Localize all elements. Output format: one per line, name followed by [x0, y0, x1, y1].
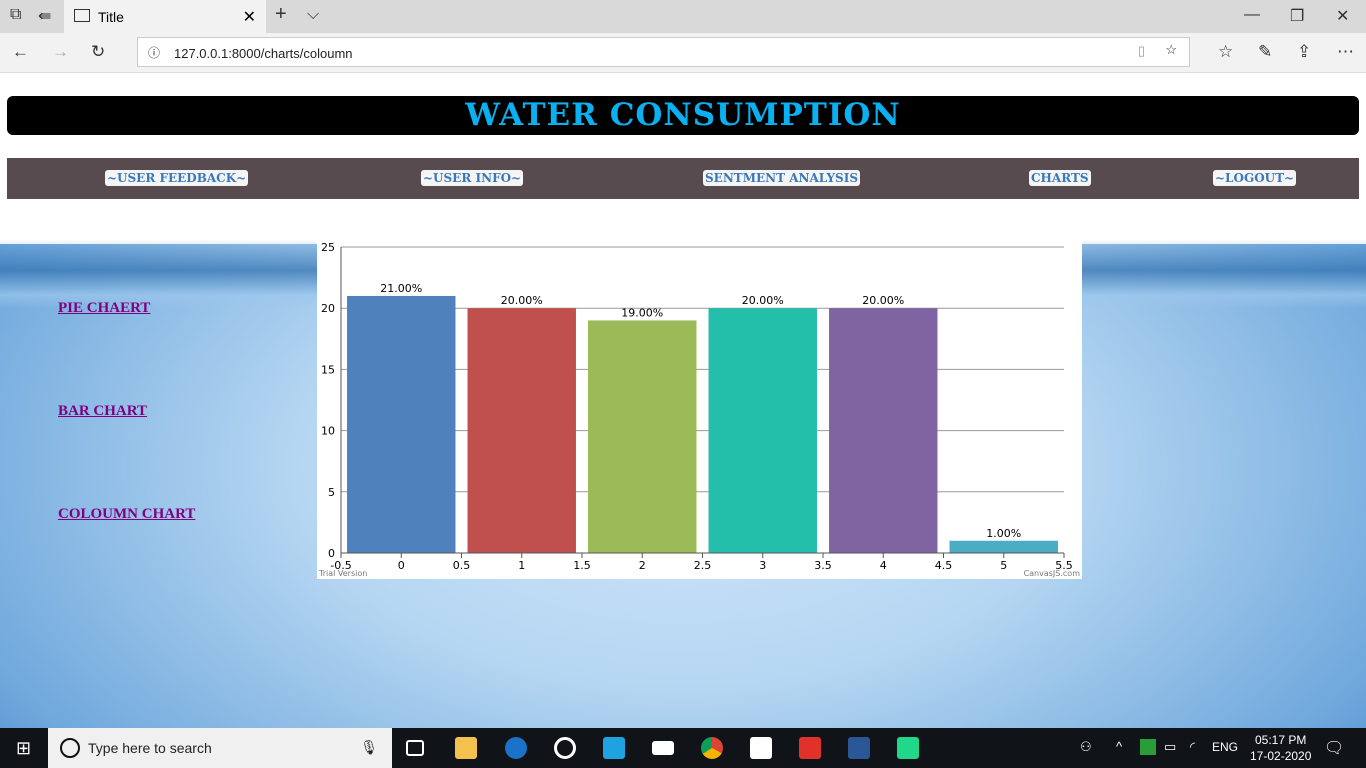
page-title: WATER CONSUMPTION: [7, 96, 1359, 135]
maximize-icon[interactable]: ❐: [1290, 8, 1305, 25]
language-indicator[interactable]: ENG: [1212, 740, 1239, 754]
trial-version-watermark: Trial Version: [318, 569, 367, 578]
data-label: 20.00%: [742, 294, 784, 307]
more-icon[interactable]: ⋯: [1337, 42, 1354, 61]
close-tab-icon[interactable]: ✕: [242, 9, 256, 26]
wifi-icon[interactable]: ◜: [1190, 739, 1196, 754]
pie-chart-link[interactable]: PIE CHAERT: [58, 300, 151, 316]
bar: [829, 308, 938, 553]
nav-sentiment-analysis[interactable]: SENTMENT ANALYSIS: [703, 170, 860, 186]
forward-icon[interactable]: →: [52, 42, 69, 61]
bar: [467, 308, 576, 553]
data-label: 20.00%: [862, 294, 904, 307]
nav-user-info[interactable]: ~USER INFO~: [421, 170, 524, 186]
x-tick-label: 2.5: [694, 559, 712, 572]
battery-icon[interactable]: ▭: [1164, 739, 1177, 754]
nav-user-feedback[interactable]: ~USER FEEDBACK~: [105, 170, 249, 186]
data-label: 21.00%: [380, 282, 422, 295]
taskbar: ⊞ Type here to search 🎙 ⚇ ^ ▭ ◜ ENG 05:17…: [0, 728, 1366, 768]
y-tick-label: 25: [321, 241, 335, 254]
people-icon[interactable]: ⚇: [1080, 739, 1092, 754]
file-explorer-icon[interactable]: [455, 737, 477, 759]
bar: [708, 308, 817, 553]
canvasjs-watermark: CanvasJS.com: [1024, 569, 1081, 578]
bar: [588, 320, 697, 553]
tab-actions-icon[interactable]: ⧉: [10, 6, 22, 23]
tray-app-icon[interactable]: [1140, 739, 1156, 755]
browser-tab[interactable]: Title ✕: [64, 0, 266, 33]
chevron-down-icon[interactable]: ⌵: [307, 6, 320, 23]
data-label: 20.00%: [501, 294, 543, 307]
task-view-icon[interactable]: [406, 740, 424, 756]
chrome-icon[interactable]: [701, 737, 723, 759]
url-input[interactable]: ⓘ 127.0.0.1:8000/charts/coloumn ▯ ☆: [137, 37, 1190, 67]
search-placeholder: Type here to search: [88, 740, 212, 756]
info-icon: ⓘ: [148, 46, 161, 60]
y-tick-label: 0: [328, 547, 335, 560]
taskbar-search[interactable]: Type here to search 🎙: [48, 728, 392, 768]
date: 17-02-2020: [1250, 749, 1312, 763]
x-tick-label: 3.5: [814, 559, 832, 572]
x-tick-label: 4: [880, 559, 887, 572]
favorites-icon[interactable]: ☆: [1218, 42, 1234, 61]
column-chart-link[interactable]: COLOUMN CHART: [58, 506, 196, 522]
new-tab-icon[interactable]: +: [275, 3, 287, 25]
page-content: WATER CONSUMPTION ~USER FEEDBACK~ ~USER …: [0, 74, 1366, 728]
bar: [949, 540, 1058, 553]
cortana-icon: [60, 738, 80, 758]
x-tick-label: 3: [759, 559, 766, 572]
time: 05:17 PM: [1255, 733, 1307, 747]
x-tick-label: 1: [518, 559, 525, 572]
x-tick-label: 5.5: [1055, 559, 1073, 572]
microphone-icon[interactable]: 🎙: [360, 739, 378, 755]
favorite-star-icon[interactable]: ☆: [1165, 42, 1177, 57]
page-icon: [74, 9, 90, 22]
y-tick-label: 10: [321, 425, 335, 438]
nav-charts[interactable]: CHARTS: [1029, 170, 1091, 186]
app-red-icon[interactable]: [799, 737, 821, 759]
y-tick-label: 5: [328, 486, 335, 499]
minimize-icon[interactable]: —: [1244, 6, 1260, 23]
browser-tab-bar: ⧉ ⇚ Title ✕ + ⌵ — ❐ ✕: [0, 0, 1366, 33]
column-chart: 0 5 10 15 20 25 21.00% 20.00% 19.00% 20.00% 20.00%…: [317, 239, 1082, 579]
address-bar-row: ← → ↻ ⓘ 127.0.0.1:8000/charts/coloumn ▯ ☆…: [0, 33, 1366, 73]
refresh-icon[interactable]: ↻: [91, 42, 106, 61]
x-tick-label: 1.5: [573, 559, 591, 572]
y-tick-label: 20: [321, 302, 335, 315]
share-icon[interactable]: ⇪: [1297, 42, 1312, 61]
pycharm-icon[interactable]: [897, 737, 919, 759]
url-text: 127.0.0.1:8000/charts/coloumn: [174, 46, 353, 61]
notifications-icon[interactable]: 🗨: [1324, 740, 1345, 757]
show-hidden-icon[interactable]: ^: [1116, 739, 1123, 754]
windows-start-icon[interactable]: ⊞: [16, 738, 32, 758]
app-icon[interactable]: [554, 737, 576, 759]
x-tick-label: 4.5: [935, 559, 953, 572]
reading-view-icon[interactable]: ▯: [1137, 43, 1145, 58]
mail-icon[interactable]: [652, 741, 674, 755]
x-tick-label: 0.5: [453, 559, 471, 572]
edge-icon[interactable]: [505, 737, 527, 759]
nav-logout[interactable]: ~LOGOUT~: [1213, 170, 1297, 186]
data-label: 1.00%: [986, 527, 1021, 540]
bar: [347, 295, 456, 553]
bar-chart-link[interactable]: BAR CHART: [58, 403, 148, 419]
close-window-icon[interactable]: ✕: [1336, 8, 1350, 25]
x-tick-label: 5: [1000, 559, 1007, 572]
x-tick-label: 0: [398, 559, 405, 572]
l-app-icon[interactable]: [603, 737, 625, 759]
x-tick-label: -0.5: [330, 559, 351, 572]
set-aside-tabs-icon[interactable]: ⇚: [38, 8, 52, 25]
pen-icon[interactable]: ✎: [1258, 42, 1273, 61]
clock[interactable]: 05:17 PM 17-02-2020: [1250, 732, 1311, 764]
nav-bar: ~USER FEEDBACK~ ~USER INFO~ SENTMENT ANA…: [7, 158, 1359, 199]
y-tick-label: 15: [321, 363, 335, 376]
x-tick-label: 2: [639, 559, 646, 572]
data-label: 19.00%: [621, 306, 663, 319]
tab-title: Title: [98, 8, 124, 25]
store-icon[interactable]: [750, 737, 772, 759]
word-icon[interactable]: [848, 737, 870, 759]
back-icon[interactable]: ←: [12, 42, 29, 61]
